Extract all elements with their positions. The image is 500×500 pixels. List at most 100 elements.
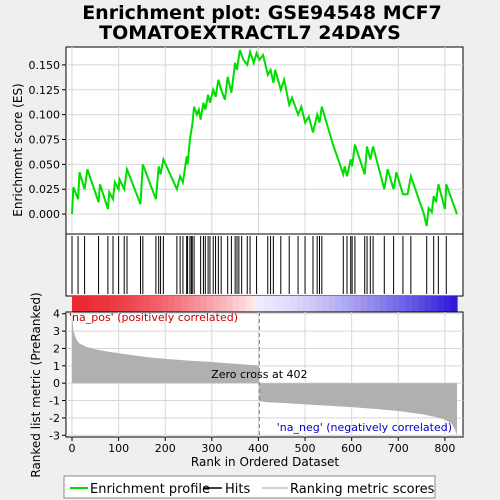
zero-cross-label: Zero cross at 402 xyxy=(211,368,307,381)
color-bar-segment xyxy=(309,296,317,312)
color-bar-segment xyxy=(341,296,349,312)
x-axis: 0 100 200 300 400 500 600 700 800 xyxy=(69,437,455,455)
color-bar-segment xyxy=(392,296,400,312)
color-bar-segment xyxy=(168,296,176,312)
x-tick-label: 800 xyxy=(434,442,455,455)
es-ytick-label: 0.075 xyxy=(29,134,61,147)
x-tick-label: 200 xyxy=(155,442,176,455)
color-bar-segment xyxy=(123,296,131,312)
rank-ytick-label: -1 xyxy=(49,395,60,408)
legend-label-hits: Hits xyxy=(225,482,250,497)
color-bar-segment xyxy=(380,296,388,312)
color-bar-segment xyxy=(412,296,420,312)
color-bar-segment xyxy=(213,296,221,312)
rank-color-bar xyxy=(72,296,458,312)
chart-title-line1: Enrichment plot: GSE94548 MCF7 xyxy=(82,2,442,24)
hits-panel xyxy=(65,233,464,297)
rank-ylabel: Ranked list metric (PreRanked) xyxy=(29,292,43,477)
color-bar-segment xyxy=(418,296,426,312)
positive-correlated-label: 'na_pos' (positively correlated) xyxy=(69,311,238,324)
color-bar-segment xyxy=(322,296,330,312)
color-bar-segment xyxy=(110,296,118,312)
color-bar-segment xyxy=(303,296,311,312)
color-bar-segment xyxy=(129,296,137,312)
color-bar-segment xyxy=(450,296,458,312)
color-bar-segment xyxy=(161,296,169,312)
ranking-metric-area xyxy=(72,313,457,436)
color-bar-segment xyxy=(328,296,336,312)
legend-label-enrichment: Enrichment profile xyxy=(90,482,210,497)
ranked-metric-panel: 4 3 2 1 0 -1 -2 -3 Zero cross at 402 'na_pos' (… xyxy=(29,292,464,478)
color-bar-segment xyxy=(136,296,144,312)
color-bar-segment xyxy=(290,296,298,312)
chart-title-line2: TOMATOEXTRACTL7 24DAYS xyxy=(99,22,401,44)
color-bar-segment xyxy=(142,296,150,312)
color-bar-segment xyxy=(72,296,80,312)
color-bar-segment xyxy=(219,296,227,312)
color-bar-segment xyxy=(258,296,266,312)
color-bar-segment xyxy=(84,296,92,312)
x-tick-label: 300 xyxy=(201,442,222,455)
rank-ytick-label: 3 xyxy=(53,325,60,338)
color-bar-segment xyxy=(187,296,195,312)
color-bar-segment xyxy=(226,296,234,312)
rank-ytick-label: -3 xyxy=(49,429,60,442)
color-bar-segment xyxy=(251,296,259,312)
rank-ytick-label: -2 xyxy=(49,412,60,425)
rank-ytick-label: 1 xyxy=(53,360,60,373)
color-bar-segment xyxy=(405,296,413,312)
color-bar-segment xyxy=(360,296,368,312)
es-ytick-label: 0.050 xyxy=(29,158,61,171)
color-bar-segment xyxy=(174,296,182,312)
rank-ytick-label: 2 xyxy=(53,342,60,355)
color-bar-segment xyxy=(367,296,375,312)
enrichment-profile-line xyxy=(71,48,458,227)
color-bar-segment xyxy=(437,296,445,312)
es-panel: 0.000 0.025 0.050 0.075 0.100 0.125 0.150 Enri… xyxy=(11,46,464,235)
es-ylabel: Enrichment score (ES) xyxy=(11,83,25,216)
x-tick-label: 500 xyxy=(295,442,316,455)
color-bar-segment xyxy=(347,296,355,312)
x-tick-label: 600 xyxy=(341,442,362,455)
color-bar-segment xyxy=(181,296,189,312)
es-ytick-label: 0.150 xyxy=(29,59,61,72)
color-bar-segment xyxy=(354,296,362,312)
color-bar-segment xyxy=(232,296,240,312)
color-bar-segment xyxy=(283,296,291,312)
color-bar-segment xyxy=(315,296,323,312)
color-bar-segment xyxy=(373,296,381,312)
color-bar-segment xyxy=(431,296,439,312)
x-tick-label: 100 xyxy=(108,442,129,455)
rank-ytick-label: 0 xyxy=(53,377,60,390)
color-bar-segment xyxy=(296,296,304,312)
x-tick-label: 400 xyxy=(248,442,269,455)
color-bar-segment xyxy=(335,296,343,312)
color-bar-segment xyxy=(264,296,272,312)
color-bar-segment xyxy=(91,296,99,312)
x-tick-label: 0 xyxy=(69,442,76,455)
color-bar-segment xyxy=(155,296,163,312)
color-bar-segment xyxy=(238,296,246,312)
color-bar-segment xyxy=(277,296,285,312)
color-bar-segment xyxy=(116,296,124,312)
negative-correlated-label: 'na_neg' (negatively correlated) xyxy=(277,421,452,434)
es-ytick-label: 0.100 xyxy=(29,109,61,122)
color-bar-segment xyxy=(444,296,452,312)
x-axis-label: Rank in Ordered Dataset xyxy=(191,455,339,469)
color-bar-segment xyxy=(104,296,112,312)
es-ytick-label: 0.000 xyxy=(29,208,61,221)
color-bar-segment xyxy=(97,296,105,312)
legend-label-ranking: Ranking metric scores xyxy=(290,482,435,497)
legend: Enrichment profile Hits Ranking metric s… xyxy=(63,475,436,499)
color-bar-segment xyxy=(78,296,86,312)
color-bar-segment xyxy=(386,296,394,312)
rank-ytick-label: 4 xyxy=(53,308,60,321)
color-bar-segment xyxy=(245,296,253,312)
color-bar-segment xyxy=(424,296,432,312)
x-tick-label: 700 xyxy=(388,442,409,455)
color-bar-segment xyxy=(193,296,201,312)
color-bar-segment xyxy=(270,296,278,312)
color-bar-segment xyxy=(399,296,407,312)
color-bar-segment xyxy=(206,296,214,312)
